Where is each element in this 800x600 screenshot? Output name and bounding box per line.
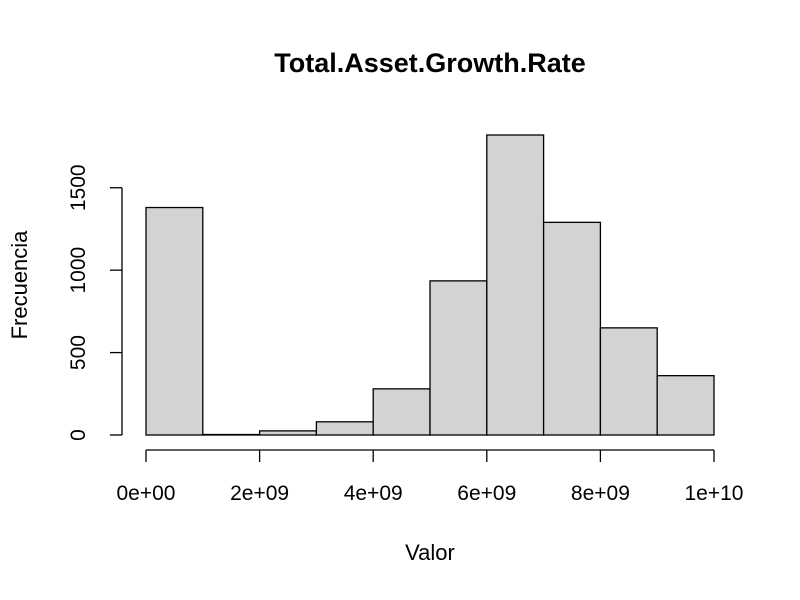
histogram-bar-5 [429, 280, 488, 436]
histogram-bar-7 [542, 221, 602, 436]
histogram-bar-4 [372, 388, 431, 436]
x-tick-label-3: 6e+09 [457, 482, 516, 505]
x-tick-label-0: 0e+00 [117, 482, 176, 505]
histogram-bar-9 [656, 375, 715, 436]
x-tick-label-5: 1e+10 [685, 482, 744, 505]
x-axis: 0e+00 2e+09 4e+09 6e+09 8e+09 1e+10 [117, 449, 744, 505]
y-tick-label-2: 1000 [67, 247, 90, 294]
histogram-bar-2 [258, 430, 318, 436]
x-tick-label-1: 2e+09 [230, 482, 289, 505]
histogram-bar-6 [486, 134, 545, 436]
x-tick-label-2: 4e+09 [344, 482, 403, 505]
y-axis-label: Frecuencia [7, 230, 32, 340]
histogram-bar-0 [145, 206, 204, 436]
chart-title: Total.Asset.Growth.Rate [274, 48, 586, 78]
x-tick-label-4: 8e+09 [571, 482, 630, 505]
histogram-bar-3 [315, 421, 374, 436]
histogram-bar-8 [599, 327, 658, 436]
y-tick-label-3: 1500 [67, 164, 90, 211]
y-axis: 0 500 1000 1500 [67, 164, 123, 441]
y-tick-label-0: 0 [67, 429, 90, 441]
bars-group [145, 134, 715, 436]
y-tick-label-1: 500 [67, 335, 90, 370]
x-axis-label: Valor [405, 540, 455, 565]
